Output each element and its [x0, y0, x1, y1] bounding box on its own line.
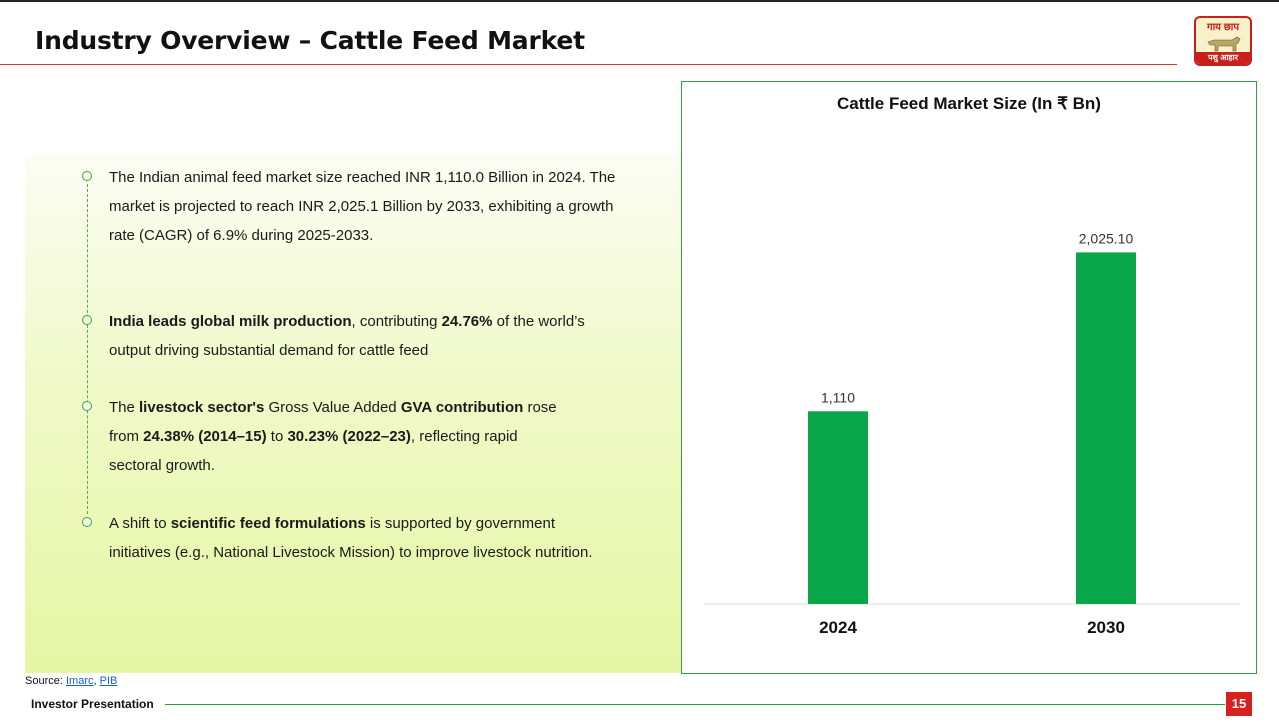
bullet-text-segment: of the world’s output driving substantia… [109, 313, 585, 359]
chart-panel: Cattle Feed Market Size (In ₹ Bn) 1,110 2… [681, 81, 1257, 674]
timeline-dot [82, 401, 92, 411]
bullet-text-segment: 24.76% [441, 313, 493, 330]
page-number: 15 [1226, 692, 1252, 716]
chart-title: Cattle Feed Market Size (In ₹ Bn) [837, 94, 1101, 113]
brand-logo: गाय छाप पशु आहार [1194, 16, 1252, 66]
source-link-pib[interactable]: PIB [99, 675, 118, 687]
bar-chart: 1,110 2024 2,025.10 2030 [704, 230, 1240, 637]
page-title: Industry Overview – Cattle Feed Market [35, 26, 585, 55]
bullet-milk-production: India leads global milk production, cont… [109, 307, 589, 365]
logo-top-text: गाय छाप [1206, 22, 1240, 33]
bullet-text-segment: livestock sector's [139, 399, 265, 416]
top-border [0, 0, 1279, 2]
source-note: Source: Imarc, PIB [25, 675, 117, 687]
bullet-text-segment: to [266, 428, 288, 445]
bar-2030 [1076, 252, 1136, 604]
bullet-feed-formulations: A shift to scientific feed formulations … [109, 509, 609, 567]
bullet-text-segment: A shift to [109, 515, 171, 532]
content-panel [25, 155, 681, 673]
footer-rule [165, 704, 1225, 705]
bullet-text-segment: rose from [109, 399, 557, 445]
bullet-text-segment: Gross Value Added [264, 399, 401, 416]
data-label-2030: 2,025.10 [1079, 230, 1134, 246]
timeline-line [87, 184, 88, 514]
bullet-text-segment: is supported by government initiatives (… [109, 515, 593, 561]
bar-2024 [808, 411, 868, 604]
logo-bottom-text: पशु आहार [1196, 52, 1250, 64]
cow-icon [1207, 36, 1241, 52]
data-label-2024: 1,110 [821, 389, 855, 405]
bullet-livestock-gva: The livestock sector's Gross Value Added… [109, 393, 569, 480]
source-separator: , [93, 675, 100, 687]
x-tick-label-2024: 2024 [819, 618, 857, 637]
bullet-text-segment: 24.38% (2014–15) [143, 428, 267, 445]
bullet-market-size: The Indian animal feed market size reach… [109, 163, 624, 250]
bullet-text-segment: scientific feed formulations [170, 515, 366, 532]
bullet-text-segment: , reflecting rapid sectoral growth. [109, 428, 518, 474]
source-label: Source: [25, 675, 63, 687]
source-link-imarc[interactable]: Imarc [65, 675, 94, 687]
timeline-dot [82, 517, 92, 527]
bullet-text-segment: India leads global milk production [109, 313, 352, 330]
bullet-text-segment: The Indian animal feed market size reach… [109, 169, 616, 244]
timeline-dot [82, 315, 92, 325]
timeline-dot [82, 171, 92, 181]
bullet-text-segment: The [109, 399, 140, 416]
x-tick-label-2030: 2030 [1087, 618, 1125, 637]
bullet-text-segment: 30.23% (2022–23) [287, 428, 411, 445]
footer-label: Investor Presentation [31, 697, 154, 711]
title-underline [0, 64, 1177, 65]
bullet-text-segment: GVA contribution [400, 399, 524, 416]
bullet-text-segment: , contributing [351, 313, 442, 330]
